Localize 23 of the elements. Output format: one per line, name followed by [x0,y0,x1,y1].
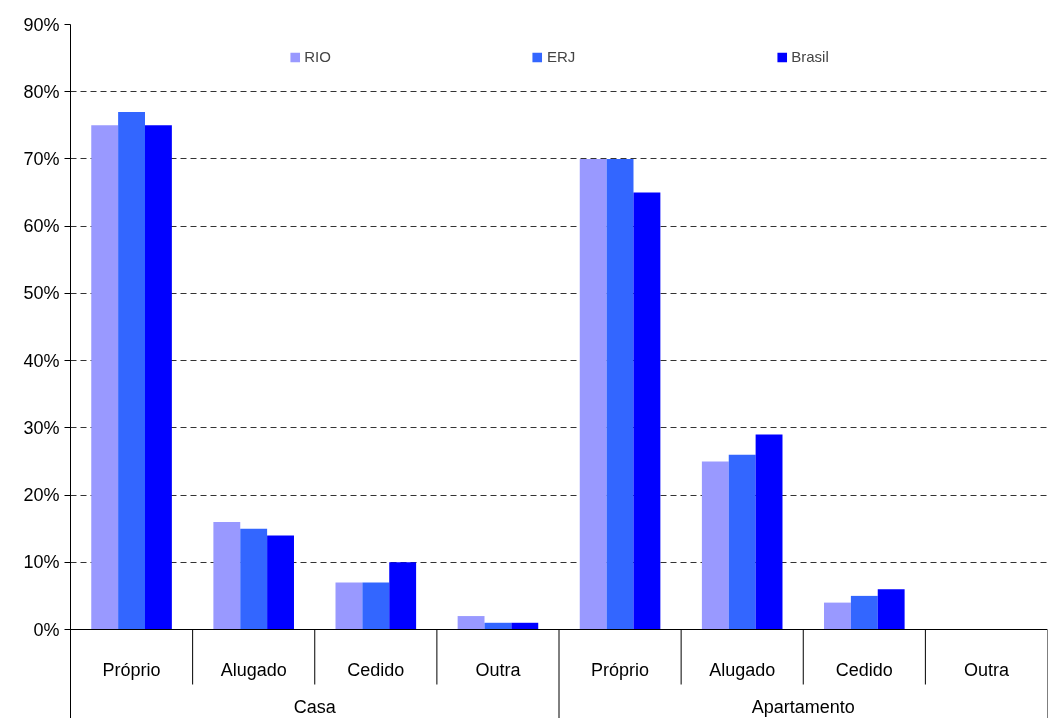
x-tick-label: Cedido [347,659,405,680]
x-tick-label: Outra [963,659,1010,680]
y-tick-label: 60% [23,216,60,237]
x-tick-label: Próprio [102,659,161,680]
x-tick-label: Alugado [709,659,776,680]
x-tick-label: Cedido [835,659,893,680]
text: Apartamento [751,696,855,717]
x-tick-label: Outra [475,659,522,680]
x-tick-label: Alugado [220,659,287,680]
x-tick-label: Próprio [591,659,650,680]
legend-label: RIO [304,48,331,65]
y-tick-label: 20% [23,485,60,506]
y-tick-label: 80% [23,81,60,102]
y-tick-label: 40% [23,350,60,371]
y-tick-label: 10% [23,552,60,573]
y-tick-label: 30% [23,417,60,438]
text: Casa [293,696,337,717]
y-tick-label: 70% [23,148,60,169]
y-tick-label: 50% [23,283,60,304]
y-tick-label: 90% [23,14,60,35]
legend-label: Brasil [791,48,829,65]
legend-label: ERJ [546,48,576,65]
y-tick-label: 0% [33,619,60,640]
